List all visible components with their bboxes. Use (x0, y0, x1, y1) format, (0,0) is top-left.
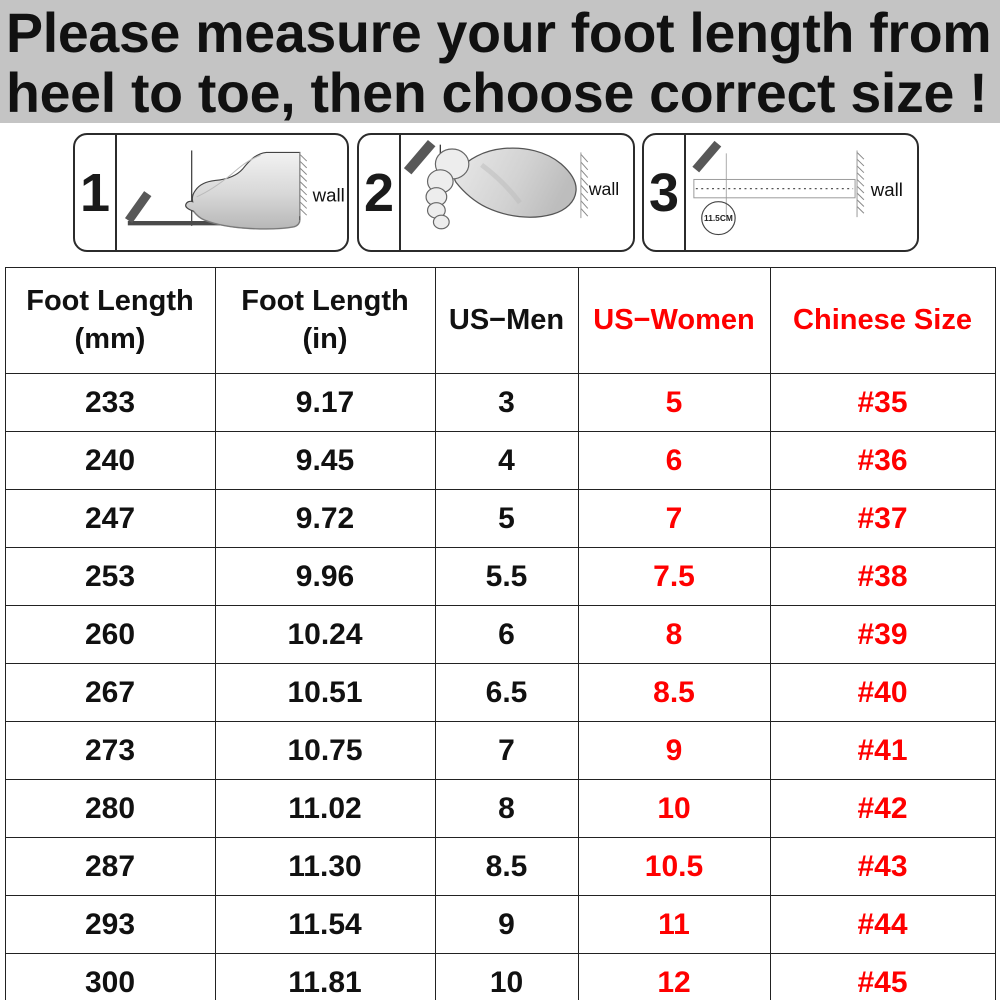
svg-text:wall: wall (870, 179, 903, 200)
svg-text:wall: wall (588, 179, 619, 199)
svg-text:11.5CM: 11.5CM (704, 214, 733, 223)
svg-text:wall: wall (312, 185, 345, 206)
